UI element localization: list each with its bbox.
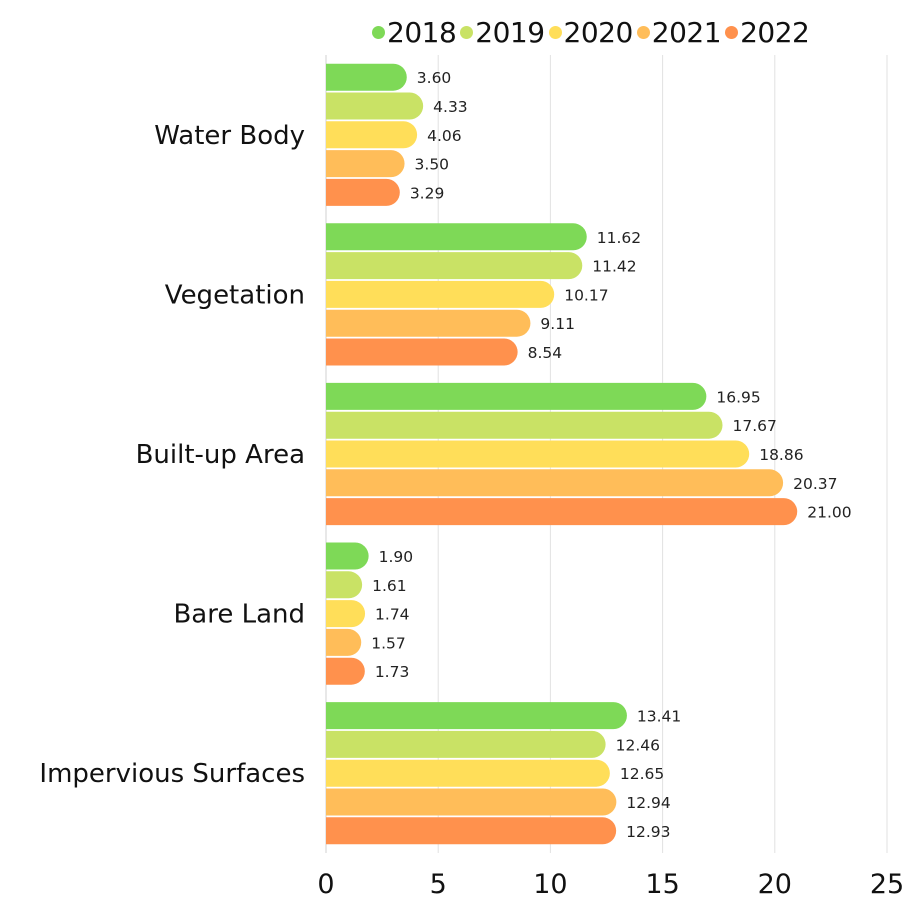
value-label: 3.50 (415, 156, 450, 174)
value-labels: 3.60 4.33 4.06 3.50 3.29 11.62 11.42 10.17 9.11 8… (371, 69, 851, 841)
value-label: 1.74 (375, 606, 410, 624)
value-label: 3.60 (417, 69, 452, 87)
value-label: 16.95 (716, 388, 760, 406)
bar-2019-impervious-surfaces[interactable] (326, 730, 606, 758)
category-label: Built-up Area (136, 440, 305, 470)
value-label: 4.33 (433, 98, 468, 116)
bar-2021-impervious-surfaces[interactable] (326, 788, 617, 816)
bar-2022-vegetation[interactable] (326, 338, 518, 366)
category-labels: Water Body Vegetation Built-up Area Bare La… (39, 121, 305, 789)
category-label: Impervious Surfaces (39, 759, 305, 789)
bar-2018-bare-land[interactable] (326, 542, 369, 570)
bar-2021-vegetation[interactable] (326, 309, 531, 337)
value-label: 20.37 (793, 475, 837, 493)
value-label: 11.62 (597, 229, 641, 247)
bar-2022-built-up-area[interactable] (326, 498, 798, 526)
value-label: 1.73 (375, 663, 410, 681)
value-label: 12.65 (620, 765, 664, 783)
value-label: 11.42 (592, 258, 636, 276)
legend-item-2020[interactable]: 2020 (548, 15, 634, 49)
value-label: 4.06 (427, 127, 462, 145)
legend-item-2022[interactable]: 2022 (725, 15, 810, 49)
bar-2018-impervious-surfaces[interactable] (326, 702, 627, 730)
bar-2018-built-up-area[interactable] (326, 382, 707, 410)
category-label: Vegetation (165, 280, 305, 310)
value-label: 1.90 (379, 548, 414, 566)
x-tick-label: 25 (870, 869, 904, 900)
bar-2020-bare-land[interactable] (326, 600, 366, 628)
bar-2018-vegetation[interactable] (326, 223, 587, 251)
bar-2019-built-up-area[interactable] (326, 411, 723, 439)
legend-label-2018: 2018 (387, 15, 457, 49)
value-label: 13.41 (637, 708, 681, 726)
value-label: 9.11 (540, 315, 575, 333)
bar-2022-bare-land[interactable] (326, 657, 365, 685)
category-label: Water Body (154, 121, 305, 151)
value-label: 8.54 (528, 344, 563, 362)
value-label: 3.29 (410, 184, 445, 202)
bar-2019-water-body[interactable] (326, 92, 424, 120)
value-label: 1.57 (371, 634, 406, 652)
value-label: 12.94 (626, 794, 670, 812)
value-label: 17.67 (733, 417, 777, 435)
x-tick-label: 5 (430, 869, 447, 900)
bar-2020-water-body[interactable] (326, 121, 418, 149)
bar-2021-bare-land[interactable] (326, 628, 362, 656)
legend-label-2022: 2022 (740, 15, 810, 49)
category-label: Bare Land (173, 600, 305, 630)
legend-item-2019[interactable]: 2019 (460, 15, 545, 49)
bar-2020-built-up-area[interactable] (326, 440, 750, 468)
bar-2021-water-body[interactable] (326, 150, 405, 178)
bar-2019-bare-land[interactable] (326, 571, 363, 599)
bar-2018-water-body[interactable] (326, 63, 407, 91)
legend-marker-2020 (548, 25, 562, 39)
legend-label-2020: 2020 (563, 15, 634, 49)
legend-item-2018[interactable]: 2018 (372, 15, 457, 49)
bar-2020-impervious-surfaces[interactable] (326, 759, 610, 787)
value-label: 18.86 (759, 446, 803, 464)
legend-marker-2019 (460, 25, 474, 39)
chart-legend: 2018 2019 2020 2021 2022 (372, 14, 813, 50)
x-tick-label: 10 (533, 869, 567, 900)
bar-2021-built-up-area[interactable] (326, 469, 784, 497)
legend-marker-2018 (372, 25, 385, 39)
x-tick-label: 15 (645, 869, 679, 900)
x-tick-label: 0 (317, 869, 334, 900)
legend-marker-2021 (636, 25, 650, 39)
bar-2020-vegetation[interactable] (326, 280, 555, 308)
bars (326, 63, 798, 845)
legend-marker-2022 (725, 25, 739, 39)
x-tick-label: 20 (758, 869, 792, 900)
legend-label-2019: 2019 (475, 15, 545, 49)
x-axis-tick-labels: 0 5 10 15 20 25 (317, 869, 904, 900)
value-label: 10.17 (564, 286, 608, 304)
value-label: 12.46 (616, 736, 660, 754)
bar-2022-water-body[interactable] (326, 178, 400, 206)
legend-item-2021[interactable]: 2021 (636, 15, 722, 49)
value-label: 12.93 (626, 823, 670, 841)
legend-label-2021: 2021 (651, 15, 722, 49)
value-label: 1.61 (372, 577, 407, 595)
value-label: 21.00 (807, 504, 851, 522)
bar-2022-impervious-surfaces[interactable] (326, 817, 617, 845)
bar-2019-vegetation[interactable] (326, 252, 583, 280)
